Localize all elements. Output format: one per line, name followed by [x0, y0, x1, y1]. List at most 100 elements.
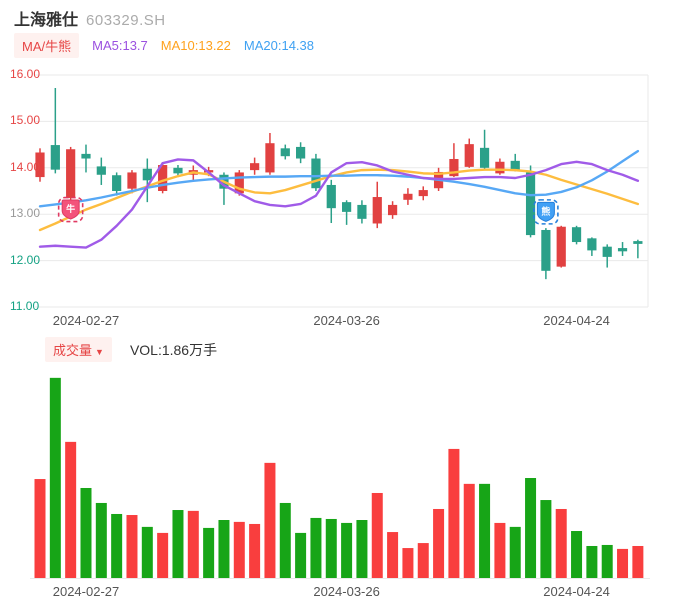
- stock-code: 603329.SH: [86, 12, 166, 29]
- candle: [81, 153, 91, 159]
- candle: [525, 172, 536, 236]
- candle: [495, 161, 505, 174]
- volume-bar: [632, 545, 644, 578]
- volume-bar: [65, 441, 77, 578]
- candle: [96, 166, 106, 175]
- candle: [66, 149, 76, 198]
- volume-bar: [417, 543, 429, 578]
- volume-bar: [341, 522, 353, 578]
- volume-header: 成交量 ▼ VOL:1.86万手: [45, 337, 217, 362]
- volume-bar: [617, 548, 629, 578]
- candle: [342, 202, 352, 212]
- ma20-line: [38, 149, 640, 208]
- volume-dropdown-badge[interactable]: 成交量 ▼: [45, 337, 112, 362]
- volume-bar: [187, 510, 199, 578]
- chevron-down-icon: ▼: [95, 347, 104, 357]
- volume-bar: [540, 500, 552, 578]
- candle: [50, 145, 60, 170]
- candle: [403, 193, 413, 200]
- x-axis-label: 2024-04-24: [543, 313, 610, 328]
- volume-bar: [203, 527, 215, 578]
- volume-bar: [325, 518, 337, 578]
- candle: [357, 204, 367, 219]
- volume-bar: [49, 377, 61, 578]
- volume-bar: [279, 502, 291, 578]
- y-axis-label: 13.00: [10, 206, 41, 221]
- volume-bar: [479, 483, 491, 578]
- volume-bar: [310, 517, 322, 578]
- candle: [250, 163, 260, 171]
- volume-dropdown-label: 成交量: [53, 343, 93, 358]
- candle: [541, 229, 551, 271]
- candle: [142, 168, 152, 181]
- y-axis-label: 16.00: [10, 67, 41, 81]
- candle: [280, 148, 290, 157]
- ma5-line: [38, 158, 640, 249]
- candle: [265, 143, 275, 173]
- volume-bar: [295, 532, 307, 578]
- volume-bar: [141, 526, 153, 578]
- candle: [311, 158, 321, 189]
- candle: [35, 152, 45, 178]
- candle: [372, 197, 382, 224]
- candle: [234, 172, 244, 194]
- volume-bar: [157, 532, 169, 578]
- legend-ma10: MA10:13.22: [160, 38, 231, 53]
- volume-bar: [233, 521, 245, 578]
- volume-bar: [95, 502, 107, 578]
- candle: [556, 226, 566, 267]
- volume-bar: [402, 548, 414, 578]
- volume-bar: [433, 508, 445, 578]
- volume-bar: [172, 510, 184, 578]
- legend-ma5: MA5:13.7: [92, 38, 148, 53]
- volume-bar: [356, 520, 368, 578]
- candle: [464, 144, 474, 167]
- candle: [617, 248, 628, 252]
- volume-bar: [80, 487, 92, 578]
- x-axis-label: 2024-03-26: [313, 313, 380, 328]
- ma-legend: MA/牛熊 MA5:13.7 MA10:13.22 MA20:14.38: [14, 33, 314, 58]
- volume-bar: [249, 523, 261, 578]
- x-axis-label: 2024-04-24: [543, 584, 610, 599]
- candle: [449, 158, 459, 177]
- candle: [418, 190, 428, 197]
- volume-bar: [494, 522, 506, 578]
- candle: [173, 167, 183, 174]
- volume-bar: [34, 479, 46, 578]
- candle: [387, 204, 398, 216]
- bull-marker: 牛: [57, 196, 84, 223]
- candle: [127, 172, 137, 189]
- candle: [158, 165, 168, 191]
- volume-bar: [387, 532, 399, 578]
- volume-bar: [601, 544, 613, 578]
- candle: [510, 160, 520, 171]
- ma-bull-bear-badge[interactable]: MA/牛熊: [14, 33, 80, 58]
- svg-text:牛: 牛: [66, 203, 75, 214]
- candle: [479, 147, 490, 168]
- legend-ma20: MA20:14.38: [243, 38, 314, 53]
- volume-bar: [264, 462, 276, 578]
- candle: [602, 246, 612, 257]
- svg-text:熊: 熊: [541, 205, 550, 216]
- x-axis-label: 2024-03-26: [313, 584, 380, 599]
- volume-bar: [571, 531, 583, 578]
- y-axis-label: 11.00: [10, 299, 40, 313]
- volume-bar: [111, 513, 123, 578]
- y-axis-label: 15.00: [10, 113, 41, 128]
- x-axis-label: 2024-02-27: [52, 584, 120, 599]
- candle: [296, 146, 306, 159]
- volume-bar: [555, 508, 567, 578]
- y-axis-label: 14.00: [10, 159, 41, 174]
- stock-name: 上海雅仕: [14, 12, 79, 29]
- volume-bar: [586, 545, 598, 578]
- x-axis-label: 2024-02-27: [52, 313, 120, 328]
- volume-bar: [525, 478, 537, 578]
- volume-bar: [126, 515, 138, 578]
- volume-bar: [509, 526, 521, 578]
- y-axis-label: 12.00: [10, 252, 41, 267]
- candle: [633, 241, 643, 244]
- volume-bar: [371, 492, 383, 578]
- candle: [587, 238, 597, 251]
- candle: [112, 175, 122, 191]
